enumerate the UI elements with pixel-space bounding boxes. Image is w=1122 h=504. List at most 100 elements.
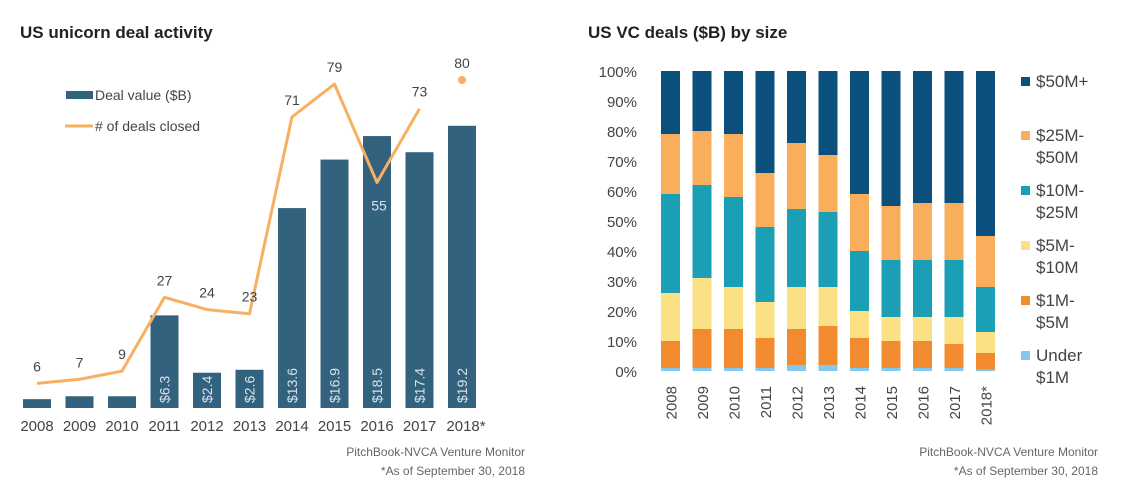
legend-label: $5M xyxy=(1036,313,1069,332)
stacked-bar-segment xyxy=(976,369,995,371)
deal-value-bar xyxy=(108,396,136,408)
deal-value-bar xyxy=(150,315,179,408)
stacked-bar-segment xyxy=(661,368,680,371)
stacked-bar-segment xyxy=(661,134,680,194)
stacked-bar-segment xyxy=(881,341,901,368)
x-tick-label: 2011 xyxy=(758,386,775,418)
stacked-bar-segment xyxy=(818,155,838,212)
x-tick-label: 2017 xyxy=(947,386,964,419)
stacked-bar-segment xyxy=(787,209,806,287)
stacked-bar-segment xyxy=(692,185,712,278)
stacked-bar-segment xyxy=(881,260,901,317)
stacked-bar-segment xyxy=(881,206,901,260)
bar-value-label: $17.4 xyxy=(412,368,428,403)
stacked-bar-segment xyxy=(976,71,995,236)
x-tick-label: 2011 xyxy=(148,418,180,435)
legend-label: $10M xyxy=(1036,258,1079,277)
stacked-bar-segment xyxy=(850,71,869,194)
stacked-bar-segment xyxy=(850,368,869,371)
left-footnote: *As of September 30, 2018 xyxy=(381,464,525,478)
stacked-bar-segment xyxy=(913,341,932,368)
legend-swatch xyxy=(1021,77,1030,86)
stacked-bar-segment xyxy=(881,71,901,206)
stacked-bar-segment xyxy=(661,71,680,134)
legend-swatch-deal-value xyxy=(66,91,93,99)
x-tick-label: 2016 xyxy=(916,386,933,419)
y-tick-label: 0% xyxy=(615,364,637,381)
right-footnote: *As of September 30, 2018 xyxy=(954,464,1098,478)
x-tick-label: 2008 xyxy=(20,418,53,435)
legend-label: $25M- xyxy=(1036,126,1084,145)
stacked-bar-segment xyxy=(944,317,964,344)
legend-swatch xyxy=(1021,186,1030,195)
stacked-bar-segment xyxy=(913,260,932,317)
bar-value-label: $19.2 xyxy=(454,368,470,403)
stacked-bar-segment xyxy=(661,194,680,293)
x-tick-label: 2015 xyxy=(318,418,351,435)
legend-label: $1M xyxy=(1036,368,1069,387)
line-value-label: 73 xyxy=(412,84,428,100)
deals-closed-point xyxy=(458,76,466,84)
stacked-bar-segment xyxy=(850,251,869,311)
line-value-label: 24 xyxy=(199,285,215,301)
stacked-bar-segment xyxy=(787,71,806,143)
stacked-bar-segment xyxy=(787,365,806,371)
stacked-bar-segment xyxy=(818,212,838,287)
stacked-bar-segment xyxy=(724,287,743,329)
x-tick-label: 2018* xyxy=(446,418,485,435)
y-tick-label: 20% xyxy=(607,304,637,321)
y-tick-label: 100% xyxy=(599,64,637,81)
y-tick-label: 60% xyxy=(607,184,637,201)
line-value-label: 6 xyxy=(33,358,41,374)
y-tick-label: 10% xyxy=(607,334,637,351)
stacked-bar-segment xyxy=(944,344,964,368)
x-tick-label: 2012 xyxy=(190,418,223,435)
x-tick-label: 2008 xyxy=(664,386,681,419)
stacked-bar-segment xyxy=(755,368,775,371)
legend-label: Under xyxy=(1036,346,1083,365)
stacked-bar-segment xyxy=(787,143,806,209)
stacked-bar-segment xyxy=(661,293,680,341)
legend-swatch xyxy=(1021,131,1030,140)
bar-value-label: $13.6 xyxy=(284,368,300,403)
legend-label-deals-closed: # of deals closed xyxy=(95,118,200,134)
x-tick-label: 2010 xyxy=(105,418,138,435)
stacked-bar-segment xyxy=(976,236,995,287)
stacked-bar-segment xyxy=(818,287,838,326)
stacked-bar-segment xyxy=(944,203,964,260)
x-tick-label: 2009 xyxy=(63,418,96,435)
y-tick-label: 70% xyxy=(607,154,637,171)
x-tick-label: 2017 xyxy=(403,418,436,435)
right-chart-title: US VC deals ($B) by size xyxy=(588,23,787,42)
stacked-bar-segment xyxy=(818,326,838,365)
stacked-bar-segment xyxy=(850,194,869,251)
legend-label: $50M+ xyxy=(1036,72,1089,91)
line-value-label: 71 xyxy=(284,92,300,108)
left-source: PitchBook-NVCA Venture Monitor xyxy=(346,445,525,459)
stacked-bar-segment xyxy=(881,317,901,341)
stacked-bar-segment xyxy=(913,71,932,203)
stacked-bar-segment xyxy=(692,131,712,185)
stacked-bar-segment xyxy=(976,353,995,370)
stacked-bar-segment xyxy=(850,311,869,338)
line-value-label: 79 xyxy=(327,59,343,75)
stacked-bar-segment xyxy=(818,71,838,155)
x-tick-label: 2013 xyxy=(233,418,266,435)
stacked-bar-segment xyxy=(692,329,712,368)
legend-label: $1M- xyxy=(1036,291,1075,310)
stacked-bar-segment xyxy=(692,368,712,371)
right-source: PitchBook-NVCA Venture Monitor xyxy=(919,445,1098,459)
legend-label-deal-value: Deal value ($B) xyxy=(95,87,192,103)
x-tick-label: 2014 xyxy=(853,386,870,419)
stacked-bar-segment xyxy=(787,329,806,365)
stacked-bar-segment xyxy=(755,302,775,338)
stacked-bar-segment xyxy=(976,287,995,332)
stacked-bar-segment xyxy=(755,338,775,368)
stacked-bar-segment xyxy=(661,341,680,368)
line-value-label: 80 xyxy=(454,55,470,71)
stacked-bar-segment xyxy=(692,278,712,329)
stacked-bar-segment xyxy=(913,317,932,341)
stacked-bar-segment xyxy=(724,368,743,371)
deal-value-bar xyxy=(320,159,349,408)
